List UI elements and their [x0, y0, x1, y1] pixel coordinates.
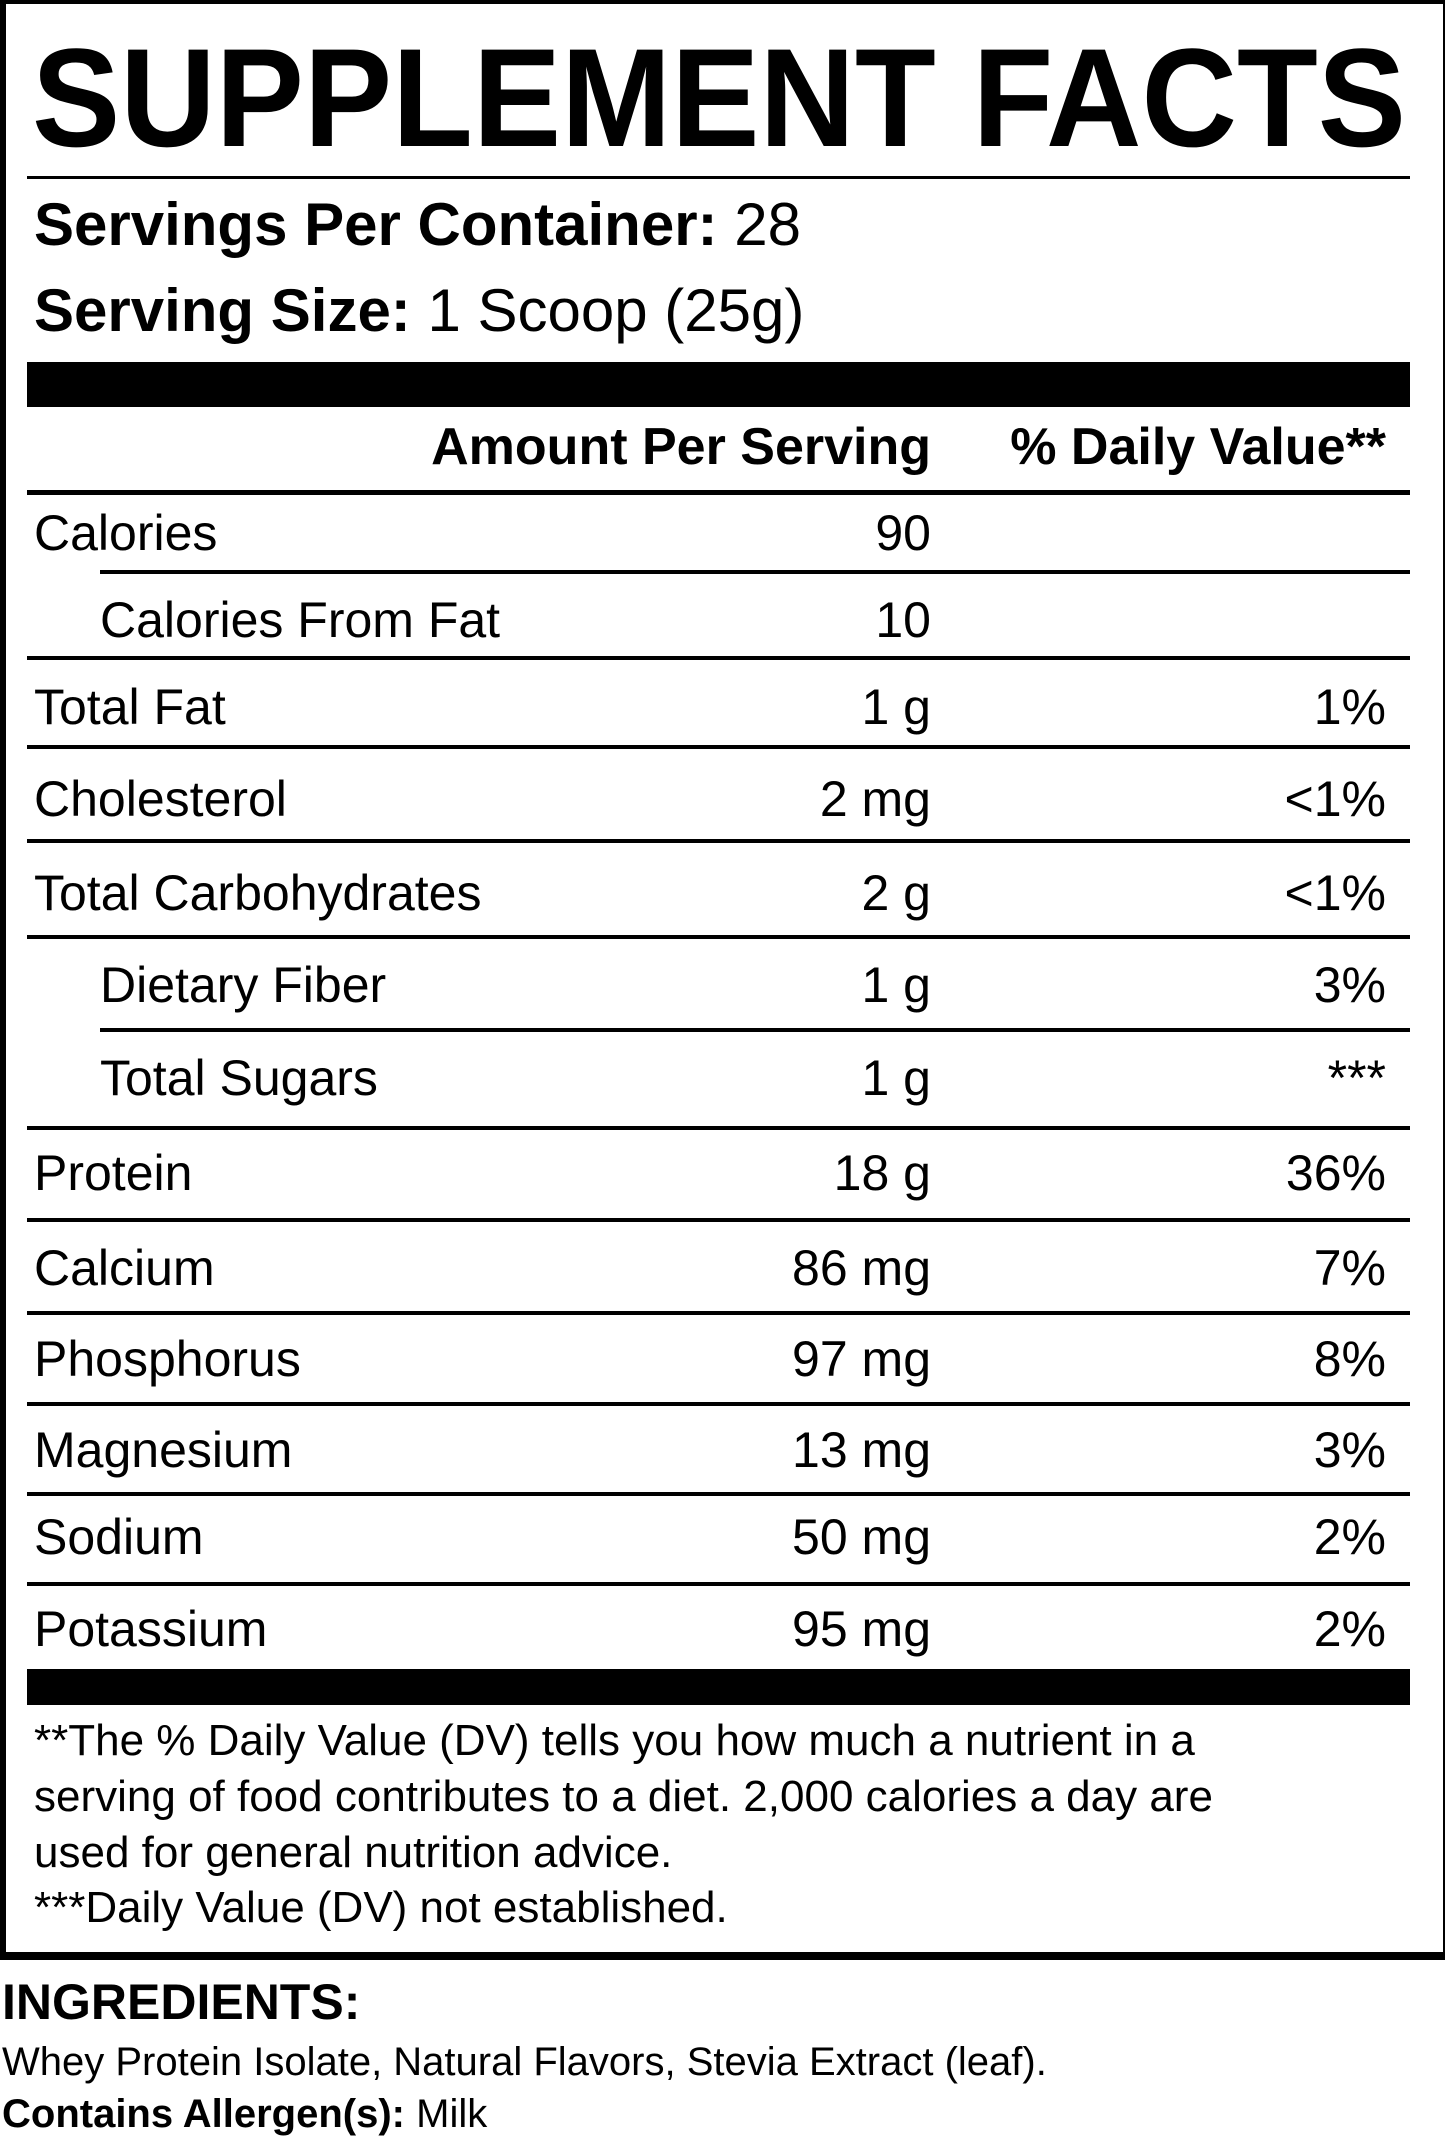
divider — [100, 570, 1410, 574]
title-text: SUPPLEMENT FACTS — [32, 26, 1406, 156]
nutrient-dv: 7% — [1313, 1240, 1386, 1296]
divider — [27, 1126, 1410, 1130]
nutrient-amount: 18 g — [833, 1145, 931, 1201]
nutrient-dv: 8% — [1313, 1331, 1386, 1387]
divider — [27, 745, 1410, 749]
nutrient-row: Phosphorus 97 mg 8% — [34, 1331, 1386, 1387]
nutrient-amount: 2 g — [861, 865, 931, 921]
footnote: serving of food contributes to a diet. 2… — [34, 1772, 1213, 1821]
nutrient-dv: 2% — [1313, 1509, 1386, 1565]
nutrient-amount: 1 g — [861, 1050, 931, 1106]
allergen-value: Milk — [416, 2092, 488, 2136]
nutrient-amount: 50 mg — [792, 1509, 931, 1565]
nutrient-name: Cholesterol — [34, 771, 287, 827]
nutrient-row: Calories From Fat 10 — [34, 592, 1386, 648]
nutrient-amount: 90 — [875, 505, 931, 561]
amount-per-serving-header: Amount Per Serving — [431, 418, 931, 476]
nutrient-row: Total Carbohydrates 2 g <1% — [34, 865, 1386, 921]
nutrient-row: Total Fat 1 g 1% — [34, 679, 1386, 735]
nutrient-row: Total Sugars 1 g *** — [34, 1050, 1386, 1106]
divider — [27, 839, 1410, 843]
nutrient-dv: *** — [1327, 1050, 1386, 1106]
servings-label: Servings Per Container: — [34, 191, 718, 258]
nutrient-row: Magnesium 13 mg 3% — [34, 1422, 1386, 1478]
thick-divider — [27, 1669, 1410, 1705]
nutrient-amount: 2 mg — [819, 771, 931, 827]
nutrient-name: Sodium — [34, 1509, 204, 1565]
servings-value: 28 — [734, 191, 801, 258]
nutrient-row: Calories 90 — [34, 505, 1386, 561]
nutrient-name: Magnesium — [34, 1422, 293, 1478]
nutrient-dv: 3% — [1313, 1422, 1386, 1478]
nutrient-name: Potassium — [34, 1601, 268, 1657]
nutrient-name: Calcium — [34, 1240, 215, 1296]
nutrient-row: Potassium 95 mg 2% — [34, 1601, 1386, 1657]
nutrient-name: Total Carbohydrates — [34, 865, 482, 921]
nutrient-amount: 13 mg — [792, 1422, 931, 1478]
divider — [27, 1218, 1410, 1222]
footnote: **The % Daily Value (DV) tells you how m… — [34, 1716, 1195, 1765]
nutrient-amount: 97 mg — [792, 1331, 931, 1387]
nutrient-name: Calories — [34, 505, 218, 561]
divider — [27, 1402, 1410, 1406]
serving-size-label: Serving Size: — [34, 277, 411, 344]
divider — [27, 1492, 1410, 1496]
nutrient-name: Calories From Fat — [100, 592, 501, 648]
nutrient-name: Phosphorus — [34, 1331, 301, 1387]
nutrient-dv: 3% — [1313, 957, 1386, 1013]
serving-size: Serving Size: 1 Scoop (25g) — [34, 281, 804, 341]
nutrient-amount: 1 g — [861, 957, 931, 1013]
serving-size-value: 1 Scoop (25g) — [427, 277, 805, 344]
divider — [27, 490, 1410, 495]
panel-title: SUPPLEMENT FACTS — [32, 26, 1406, 156]
nutrient-dv: <1% — [1284, 865, 1386, 921]
supplement-facts-panel — [0, 0, 1445, 1960]
ingredients-text: Whey Protein Isolate, Natural Flavors, S… — [2, 2040, 1047, 2084]
nutrient-dv: 36% — [1285, 1145, 1386, 1201]
daily-value-header: % Daily Value** — [1010, 418, 1386, 476]
nutrient-amount: 95 mg — [792, 1601, 931, 1657]
allergen-label: Contains Allergen(s): — [2, 2092, 405, 2136]
nutrient-row: Dietary Fiber 1 g 3% — [34, 957, 1386, 1013]
nutrient-amount: 1 g — [861, 679, 931, 735]
servings-per-container: Servings Per Container: 28 — [34, 195, 801, 255]
divider — [100, 1028, 1410, 1032]
nutrient-name: Total Sugars — [100, 1050, 378, 1106]
nutrient-dv: 1% — [1313, 679, 1386, 735]
divider — [27, 1311, 1410, 1315]
nutrient-dv: <1% — [1284, 771, 1386, 827]
nutrient-name: Total Fat — [34, 679, 226, 735]
divider — [27, 656, 1410, 660]
nutrient-row: Calcium 86 mg 7% — [34, 1240, 1386, 1296]
nutrient-name: Protein — [34, 1145, 193, 1201]
divider — [27, 935, 1410, 939]
nutrient-row: Sodium 50 mg 2% — [34, 1509, 1386, 1565]
nutrient-amount: 86 mg — [792, 1240, 931, 1296]
footnote: used for general nutrition advice. — [34, 1828, 673, 1877]
allergen-statement: Contains Allergen(s): Milk — [2, 2090, 487, 2138]
thick-divider — [27, 362, 1410, 407]
nutrient-name: Dietary Fiber — [100, 957, 387, 1013]
nutrient-row: Cholesterol 2 mg <1% — [34, 771, 1386, 827]
nutrient-dv: 2% — [1313, 1601, 1386, 1657]
divider — [27, 176, 1410, 179]
nutrient-amount: 10 — [875, 592, 931, 648]
footnote: ***Daily Value (DV) not established. — [34, 1883, 728, 1932]
ingredients-heading: INGREDIENTS: — [2, 1974, 361, 2030]
nutrient-row: Protein 18 g 36% — [34, 1145, 1386, 1201]
divider — [27, 1582, 1410, 1586]
